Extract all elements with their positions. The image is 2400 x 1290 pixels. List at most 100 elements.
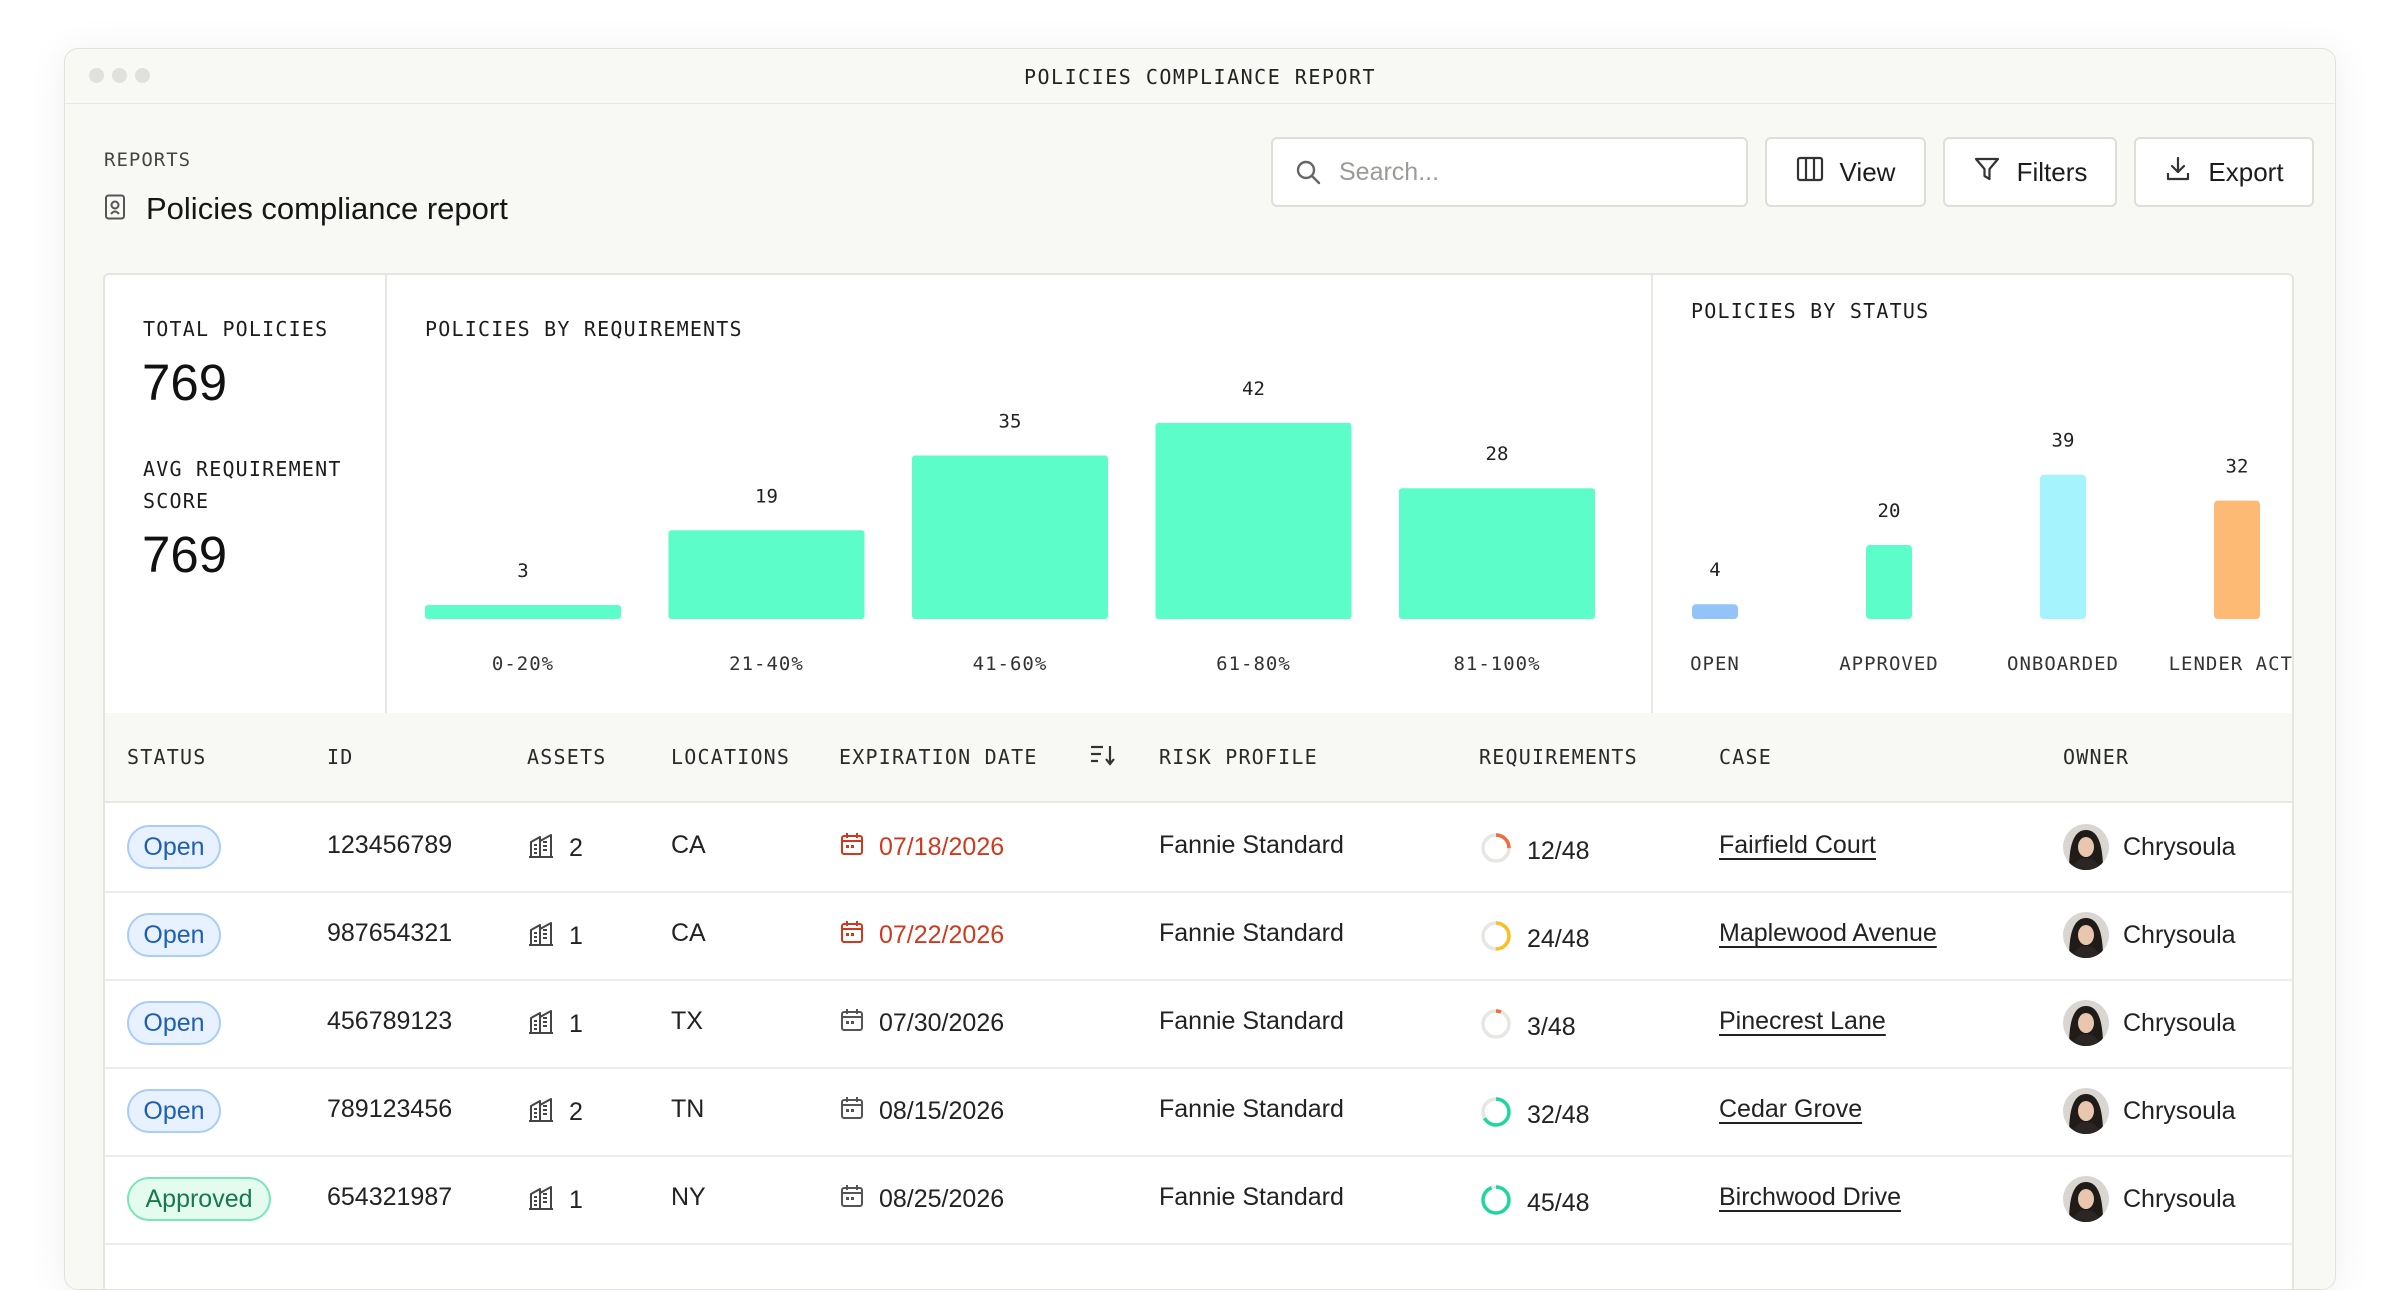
requirements-cell: 12/48 — [1479, 831, 1590, 872]
requirements-category-label: 41-60% — [973, 653, 1048, 675]
col-case[interactable]: CASE — [1719, 745, 1772, 769]
status-bar-chart: 4 OPEN 20 APPROVED 39 ONBOARDED 32 LENDER ACTI — [1690, 430, 2292, 675]
requirements-cell: 45/48 — [1479, 1183, 1590, 1224]
owner-cell[interactable]: Chrysoula — [2063, 1088, 2236, 1134]
assets-count: 1 — [569, 922, 583, 950]
risk-profile-cell: Fannie Standard — [1159, 919, 1344, 947]
window-controls[interactable] — [89, 68, 150, 83]
building-icon — [527, 1183, 555, 1218]
requirements-category-label: 61-80% — [1216, 653, 1291, 675]
owner-name: Chrysoula — [2123, 1096, 2236, 1125]
columns-icon — [1796, 156, 1824, 189]
status-badge: Open — [127, 825, 221, 869]
table-row[interactable]: Approved 654321987 1 NY 08/25/2026 Fanni… — [105, 1155, 2292, 1245]
assets-cell: 1 — [527, 919, 583, 954]
col-expiration-date[interactable]: EXPIRATION DATE — [839, 745, 1038, 769]
close-dot[interactable] — [89, 68, 104, 83]
table-row[interactable]: Open 123456789 2 CA 07/18/2026 Fannie St… — [105, 803, 2292, 893]
case-link[interactable]: Pinecrest Lane — [1719, 1007, 1886, 1035]
requirements-bar[interactable] — [1399, 488, 1595, 619]
building-icon — [527, 919, 555, 954]
building-icon — [527, 1095, 555, 1130]
owner-cell[interactable]: Chrysoula — [2063, 1176, 2236, 1222]
policy-id: 987654321 — [327, 919, 453, 947]
requirements-cell: 32/48 — [1479, 1095, 1590, 1136]
owner-name: Chrysoula — [2123, 920, 2236, 949]
status-category-label: APPROVED — [1839, 653, 1939, 675]
requirements-count: 45/48 — [1527, 1189, 1590, 1217]
requirements-bar[interactable] — [1155, 422, 1352, 619]
location-cell: TX — [671, 1007, 703, 1035]
policy-id: 789123456 — [327, 1095, 453, 1123]
assets-count: 2 — [569, 1098, 583, 1126]
status-bar[interactable] — [1692, 604, 1738, 619]
minimize-dot[interactable] — [112, 68, 127, 83]
table-header: STATUS ID ASSETS LOCATIONS EXPIRATION DA… — [105, 713, 2292, 803]
requirements-count: 3/48 — [1527, 1013, 1576, 1041]
avatar — [2063, 824, 2109, 870]
status-chart-panel: POLICIES BY STATUS 4 OPEN 20 APPROVED 39 ONBO… — [1653, 275, 2292, 713]
page-title: Policies compliance report — [104, 191, 508, 227]
filters-button[interactable]: Filters — [1943, 137, 2117, 207]
col-requirements[interactable]: REQUIREMENTS — [1479, 745, 1638, 769]
assets-cell: 2 — [527, 831, 583, 866]
col-id[interactable]: ID — [327, 745, 354, 769]
requirements-cell: 24/48 — [1479, 919, 1590, 960]
policy-id: 123456789 — [327, 831, 453, 859]
breadcrumb[interactable]: REPORTS — [104, 149, 192, 171]
requirements-bar[interactable] — [425, 604, 621, 619]
owner-cell[interactable]: Chrysoula — [2063, 912, 2236, 958]
case-link[interactable]: Birchwood Drive — [1719, 1183, 1902, 1211]
assets-cell: 1 — [527, 1183, 583, 1218]
requirements-bar[interactable] — [668, 530, 865, 619]
table-row[interactable]: Open 456789123 1 TX 07/30/2026 Fannie St… — [105, 979, 2292, 1069]
calendar-icon — [839, 1095, 865, 1128]
total-policies-value: 769 — [142, 354, 228, 411]
status-bar[interactable] — [2040, 474, 2086, 619]
search-input[interactable] — [1337, 156, 1721, 188]
view-button[interactable]: View — [1765, 137, 1926, 207]
requirements-count: 24/48 — [1527, 925, 1590, 953]
avg-score-value: 769 — [142, 526, 228, 583]
expiration-cell: 07/30/2026 — [839, 1007, 1004, 1040]
status-bar[interactable] — [2214, 500, 2260, 619]
app-window: POLICIES COMPLIANCE REPORT REPORTS Polic… — [64, 48, 2336, 1290]
owner-cell[interactable]: Chrysoula — [2063, 1000, 2236, 1046]
expiration-cell: 08/15/2026 — [839, 1095, 1004, 1128]
expiration-cell: 07/22/2026 — [839, 919, 1004, 952]
search-box[interactable] — [1271, 137, 1748, 207]
assets-cell: 1 — [527, 1007, 583, 1042]
table-row[interactable]: Open 987654321 1 CA 07/22/2026 Fannie St… — [105, 891, 2292, 981]
col-assets[interactable]: ASSETS — [527, 745, 607, 769]
owner-cell[interactable]: Chrysoula — [2063, 824, 2236, 870]
maximize-dot[interactable] — [135, 68, 150, 83]
expiration-date: 08/25/2026 — [879, 1185, 1005, 1213]
requirements-chart-title: POLICIES BY REQUIREMENTS — [425, 317, 743, 341]
report-panel: TOTAL POLICIES 769 AVG REQUIREMENT SCORE… — [103, 273, 2294, 1289]
export-button-label: Export — [2208, 156, 2284, 187]
status-badge: Open — [127, 1089, 221, 1133]
assets-count: 1 — [569, 1010, 583, 1038]
requirements-bar-value: 35 — [999, 411, 1022, 433]
col-locations[interactable]: LOCATIONS — [671, 745, 791, 769]
status-bar[interactable] — [1866, 545, 1912, 619]
col-owner[interactable]: OWNER — [2063, 745, 2130, 769]
sort-icon[interactable] — [1089, 743, 1117, 772]
avatar — [2063, 1000, 2109, 1046]
case-link[interactable]: Maplewood Avenue — [1719, 919, 1937, 947]
export-button[interactable]: Export — [2134, 137, 2314, 207]
case-link[interactable]: Cedar Grove — [1719, 1095, 1863, 1123]
case-link[interactable]: Fairfield Court — [1719, 831, 1876, 859]
requirements-category-label: 0-20% — [492, 653, 554, 675]
status-bar-value: 20 — [1878, 500, 1901, 522]
risk-profile-cell: Fannie Standard — [1159, 1095, 1344, 1123]
table-row[interactable]: Open 789123456 2 TN 08/15/2026 Fannie St… — [105, 1067, 2292, 1157]
avatar — [2063, 1176, 2109, 1222]
avatar — [2063, 912, 2109, 958]
policy-id: 654321987 — [327, 1183, 453, 1211]
requirements-bar[interactable] — [912, 455, 1108, 619]
progress-ring-icon — [1479, 1183, 1513, 1224]
col-status[interactable]: STATUS — [127, 745, 207, 769]
col-risk-profile[interactable]: RISK PROFILE — [1159, 745, 1318, 769]
status-category-label: ONBOARDED — [2007, 653, 2119, 675]
